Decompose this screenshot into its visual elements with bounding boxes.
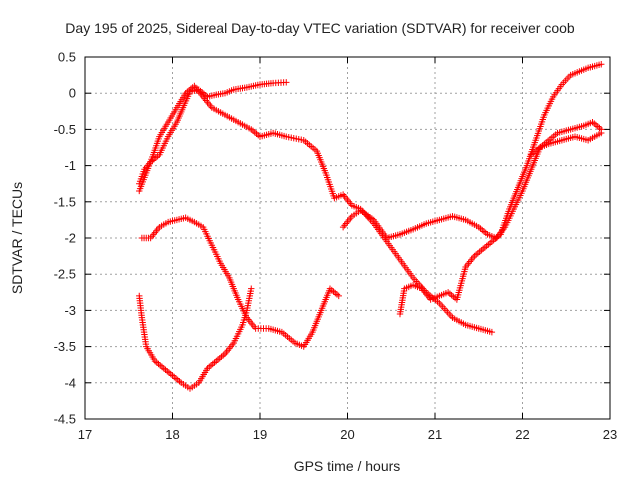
data-marks	[136, 61, 605, 392]
axis-ticks: 17 18 19 20 21 22 23 -4.5 -4 -3.5 -3 -2.5 -2 -1.5 -1 -0…	[54, 50, 618, 443]
data-point	[488, 328, 496, 336]
y-tick-label: -4	[64, 375, 76, 390]
x-tick-label: 21	[428, 427, 442, 442]
y-tick-label: 0.5	[58, 50, 76, 65]
y-tick-label: -0.5	[54, 122, 76, 137]
x-tick-label: 23	[603, 427, 617, 442]
series-track-7	[528, 118, 605, 158]
x-tick-label: 17	[78, 427, 92, 442]
x-tick-label: 20	[340, 427, 354, 442]
y-tick-label: -3.5	[54, 339, 76, 354]
data-point	[248, 285, 255, 292]
x-tick-label: 18	[165, 427, 179, 442]
x-tick-label: 19	[253, 427, 267, 442]
x-axis-label: GPS time / hours	[294, 458, 401, 474]
series-track-6	[396, 61, 605, 318]
data-point	[598, 61, 605, 68]
y-tick-label: -2.5	[54, 267, 76, 282]
series-track-4	[136, 285, 255, 392]
y-tick-label: -2	[64, 231, 76, 246]
x-tick-label: 22	[515, 427, 529, 442]
chart-title: Day 195 of 2025, Sidereal Day-to-day VTE…	[65, 20, 575, 36]
grid-lines	[85, 57, 610, 419]
data-point	[283, 79, 290, 86]
y-tick-label: -3	[64, 303, 76, 318]
y-tick-label: -1.5	[54, 194, 76, 209]
y-axis-label: SDTVAR / TECUs	[9, 182, 25, 294]
y-tick-label: -1	[64, 158, 76, 173]
series-track-3	[138, 214, 342, 350]
y-tick-label: 0	[69, 86, 76, 101]
data-point	[598, 126, 605, 133]
data-point	[335, 292, 342, 300]
y-tick-label: -4.5	[54, 412, 76, 427]
series-track-5	[339, 129, 605, 242]
